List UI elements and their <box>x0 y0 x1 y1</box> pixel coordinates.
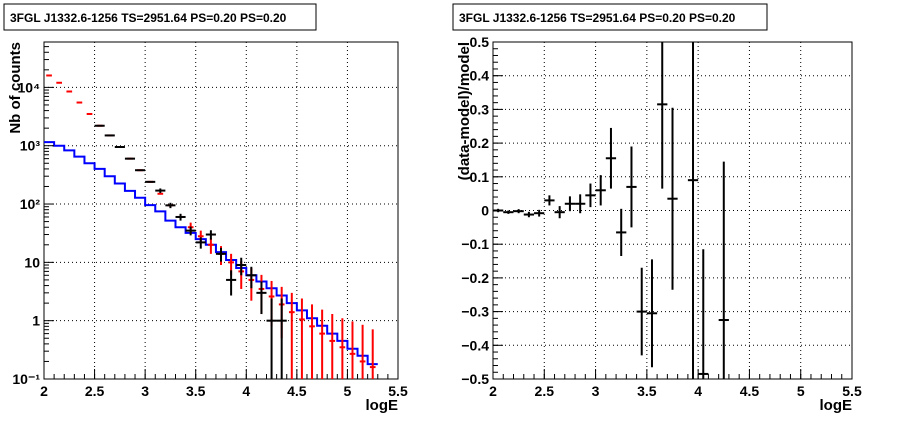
axis-ticks <box>492 41 853 380</box>
panel-title-box <box>3 3 317 31</box>
panel-title-box <box>452 3 768 31</box>
y-axis-title: Nb of counts <box>7 42 24 134</box>
y-tick-label: −0.1 <box>461 236 489 252</box>
x-tick-label: 5.5 <box>842 383 862 399</box>
x-tick-label: 3 <box>141 383 149 399</box>
x-tick-label: 4.5 <box>287 383 307 399</box>
y-axis-title: (data-model)/model <box>456 42 473 180</box>
x-tick-label: 4 <box>694 383 702 399</box>
y-tick-label: −0.3 <box>461 304 489 320</box>
y-tick-label: −0.4 <box>461 337 489 353</box>
y-tick-label: −0.2 <box>461 270 489 286</box>
x-tick-label: 3.5 <box>186 383 206 399</box>
data-errorbars <box>94 124 287 379</box>
y-tick-label: −0.5 <box>461 371 489 387</box>
y-tick-label: 0.1 <box>470 169 490 185</box>
y-tick-label: 0.4 <box>470 68 490 84</box>
x-tick-label: 5.5 <box>388 383 408 399</box>
x-axis-title: logE <box>820 397 853 414</box>
axis-ticks <box>43 41 399 380</box>
chart-title: 3FGL J1332.6-1256 TS=2951.64 PS=0.20 PS=… <box>459 11 736 25</box>
x-tick-label: 5 <box>344 383 352 399</box>
residuals-panel: 3FGL J1332.6-1256 TS=2951.64 PS=0.20 PS=… <box>452 3 862 414</box>
x-tick-label: 5 <box>797 383 805 399</box>
x-tick-label: 2 <box>489 383 497 399</box>
x-tick-label: 2 <box>40 383 48 399</box>
x-tick-label: 2.5 <box>85 383 105 399</box>
y-tick-labels: 10⁻¹ 1 10 10² 10³ 10⁴ <box>12 79 40 387</box>
y-tick-label: 10⁴ <box>18 79 41 95</box>
y-tick-labels: −0.5 −0.4 −0.3 −0.2 −0.1 0 0.1 0.2 0.3 0.4 0.5 <box>461 34 489 387</box>
x-tick-label: 2.5 <box>535 383 555 399</box>
grid-lines <box>44 42 398 379</box>
y-tick-label: 0 <box>481 203 489 219</box>
chart-title: 3FGL J1332.6-1256 TS=2951.64 PS=0.20 PS=… <box>10 11 287 25</box>
y-tick-label: 1 <box>32 313 40 329</box>
y-tick-label: 10⁻¹ <box>12 371 40 387</box>
grid-lines <box>493 42 852 379</box>
y-tick-label: 10 <box>24 254 40 270</box>
y-tick-label: 0.5 <box>470 34 490 50</box>
x-tick-label: 3 <box>592 383 600 399</box>
plot-frame <box>43 41 399 380</box>
y-tick-label: 10³ <box>20 138 41 154</box>
residual-errorbars <box>493 42 729 379</box>
x-axis-title: logE <box>366 397 399 414</box>
x-tick-label: 4 <box>242 383 250 399</box>
x-tick-labels: 2 2.5 3 3.5 4 4.5 5 5.5 <box>40 383 408 399</box>
counts-panel: 3FGL J1332.6-1256 TS=2951.64 PS=0.20 PS=… <box>3 3 408 414</box>
y-tick-label: 10² <box>20 196 41 212</box>
x-tick-labels: 2 2.5 3 3.5 4 4.5 5 5.5 <box>489 383 862 399</box>
x-tick-label: 4.5 <box>740 383 760 399</box>
y-tick-label: 0.3 <box>470 101 490 117</box>
y-tick-label: 0.2 <box>470 135 490 151</box>
x-tick-label: 3.5 <box>637 383 657 399</box>
